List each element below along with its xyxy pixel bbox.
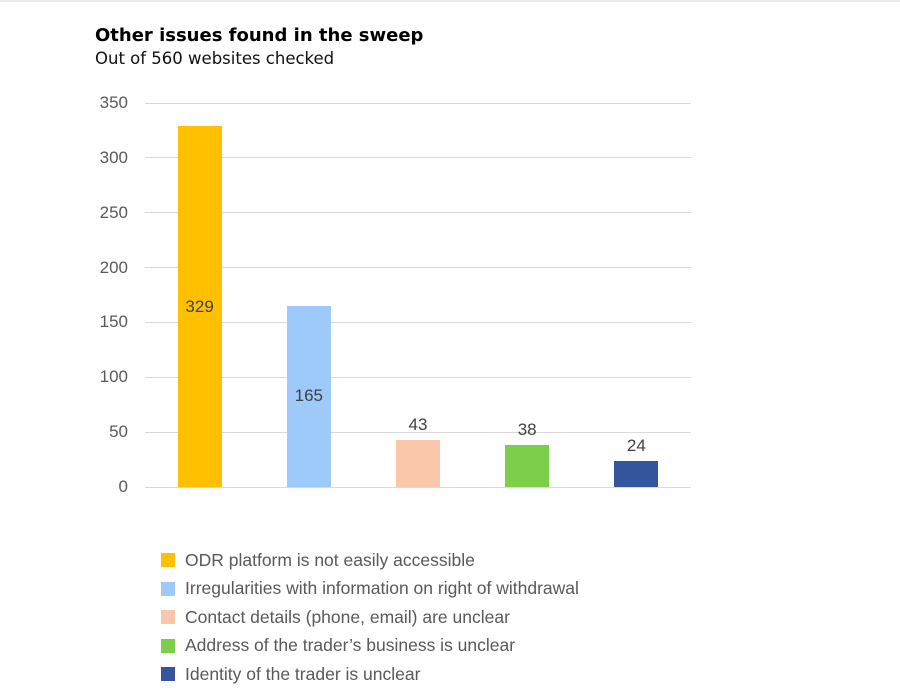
chart-title: Other issues found in the sweep bbox=[95, 25, 424, 46]
legend-swatch-icon-2 bbox=[161, 581, 175, 596]
bar-value-label-2: 165 bbox=[294, 386, 323, 406]
bar-value-label-4: 38 bbox=[517, 420, 537, 440]
grid-line-200 bbox=[145, 267, 691, 269]
grid-line-150 bbox=[145, 321, 691, 323]
grid-line-50 bbox=[145, 431, 691, 433]
grid-line-300 bbox=[145, 157, 691, 159]
legend-label-4: Address of the trader’s business is uncl… bbox=[185, 635, 516, 656]
legend-swatch-icon-5 bbox=[161, 667, 175, 682]
legend-item-3: Contact details (phone, email) are uncle… bbox=[161, 603, 579, 632]
legend-label-1: ODR platform is not easily accessible bbox=[185, 549, 475, 570]
chart-legend: ODR platform is not easily accessible Irr… bbox=[161, 546, 579, 689]
y-tick-label-300: 300 bbox=[99, 147, 128, 167]
bar-3 bbox=[396, 439, 440, 487]
bar-5 bbox=[614, 460, 659, 487]
y-tick-label-250: 250 bbox=[99, 202, 128, 222]
chart-subtitle: Out of 560 websites checked bbox=[95, 49, 335, 68]
legend-swatch-icon-3 bbox=[161, 610, 175, 625]
y-tick-label-100: 100 bbox=[99, 367, 128, 387]
bar-value-label-1: 329 bbox=[185, 296, 214, 316]
y-tick-label-50: 50 bbox=[109, 422, 128, 442]
legend-label-5: Identity of the trader is unclear bbox=[185, 663, 421, 684]
grid-line-350 bbox=[145, 102, 691, 104]
legend-item-4: Address of the trader’s business is uncl… bbox=[161, 632, 579, 661]
y-tick-label-200: 200 bbox=[99, 257, 128, 277]
grid-line-0 bbox=[145, 486, 691, 488]
bar-value-label-5: 24 bbox=[626, 435, 646, 455]
legend-swatch-icon-4 bbox=[161, 638, 175, 653]
legend-swatch-icon-1 bbox=[161, 553, 175, 568]
y-tick-label-150: 150 bbox=[99, 312, 128, 332]
bar-1 bbox=[177, 126, 222, 487]
bar-value-label-3: 43 bbox=[408, 414, 428, 434]
grid-line-100 bbox=[145, 376, 691, 378]
legend-label-2: Irregularities with information on right… bbox=[185, 578, 579, 599]
bar-4 bbox=[505, 445, 550, 487]
legend-item-1: ODR platform is not easily accessible bbox=[161, 546, 579, 575]
y-tick-label-350: 350 bbox=[99, 93, 128, 112]
y-tick-label-0: 0 bbox=[118, 477, 128, 496]
bar-2 bbox=[286, 305, 331, 487]
legend-item-2: Irregularities with information on right… bbox=[161, 575, 579, 604]
grid-line-250 bbox=[145, 212, 691, 214]
legend-item-5: Identity of the trader is unclear bbox=[161, 660, 579, 689]
top-edge-divider bbox=[0, 0, 900, 2]
legend-label-3: Contact details (phone, email) are uncle… bbox=[185, 606, 510, 627]
